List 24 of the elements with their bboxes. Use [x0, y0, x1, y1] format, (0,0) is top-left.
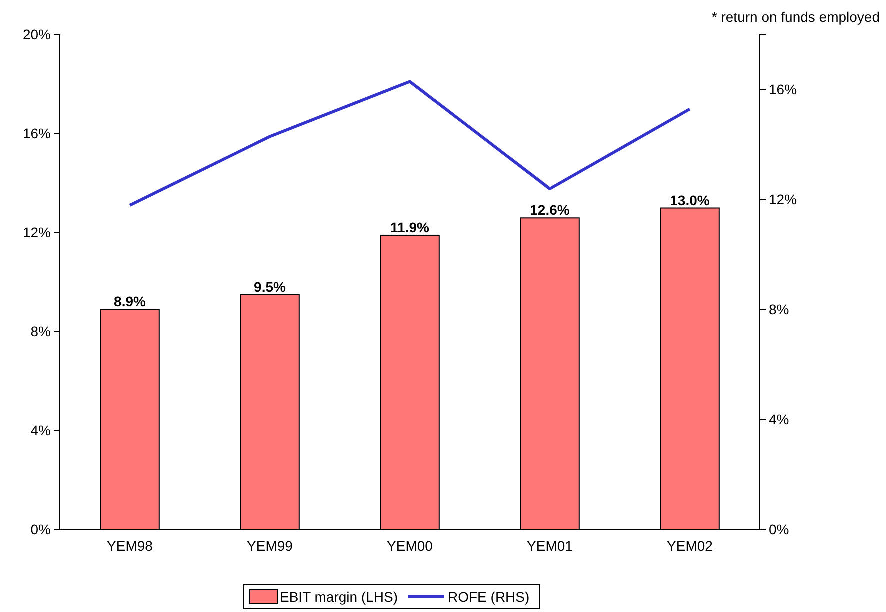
x-tick-label: YEM01 — [527, 538, 574, 554]
y2-tick-label: 8% — [769, 301, 790, 318]
data-label: 13.0% — [670, 192, 710, 208]
x-tick-label: YEM02 — [667, 538, 714, 554]
y-tick-label: 4% — [30, 422, 51, 438]
legend-label: ROFE (RHS) — [448, 589, 530, 605]
x-tick-label: YEM98 — [107, 538, 154, 554]
y-tick-label: 16% — [22, 125, 51, 142]
y-tick-label: 20% — [22, 26, 51, 42]
x-tick-label: YEM00 — [387, 538, 434, 554]
y2-tick-label: 0% — [769, 521, 790, 538]
data-label: 12.6% — [530, 202, 570, 218]
y-tick-label: 12% — [22, 224, 51, 240]
x-tick-label: YEM99 — [247, 538, 294, 554]
text: * return on funds employed — [712, 9, 880, 25]
data-label: 11.9% — [390, 219, 430, 236]
y2-tick-label: 16% — [769, 81, 798, 98]
y2-tick-label: 12% — [769, 191, 798, 208]
y-tick-label: 8% — [30, 323, 51, 340]
data-label: 8.9% — [114, 294, 146, 310]
y-tick-label: 0% — [30, 521, 51, 538]
legend-label: EBIT margin (LHS) — [280, 589, 398, 605]
y2-tick-label: 4% — [769, 411, 790, 428]
data-label: 9.5% — [254, 278, 286, 295]
